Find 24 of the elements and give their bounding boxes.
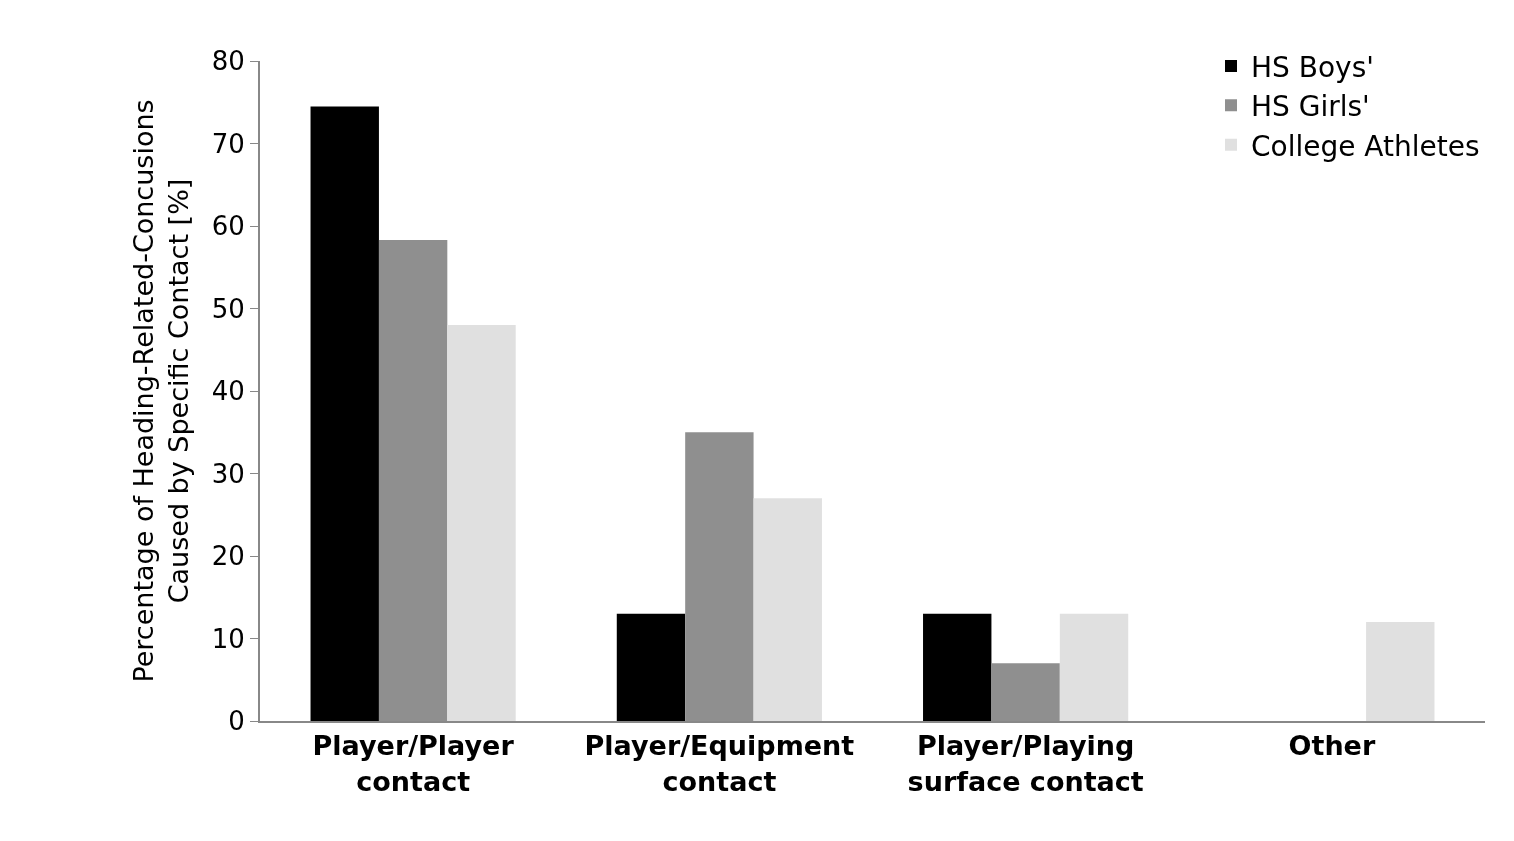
y-tick-label: 60 [211,211,245,242]
bar [447,325,516,721]
y-tick-label: 20 [211,541,245,572]
bar [1059,613,1129,721]
x-tick-label: Other [1288,730,1376,762]
x-tick-label: Player/Playing surface contact [907,730,1144,797]
bar [310,106,379,721]
legend-label: HS Boys' [1251,50,1374,84]
bar [923,613,992,721]
y-tick-label: 10 [211,623,245,654]
x-tick-label: Player/Equipment contact [584,730,855,797]
y-axis-title: Percentage of Heading-Related-Concusions Caused by Specific Contact [%] [128,99,195,683]
y-tick-label: 80 [211,46,245,77]
bar [1366,622,1435,721]
x-tick-label: Player/Player contact [312,730,515,797]
y-tick-label: 40 [211,376,245,407]
y-tick-label: 70 [211,128,245,159]
legend-label: College Athletes [1251,129,1480,163]
y-tick-label: 50 [211,293,245,324]
bar [753,498,822,721]
y-tick-label: 0 [228,706,245,737]
bar [616,613,686,721]
y-tick-label: 30 [211,458,245,489]
legend-label: HS Girls' [1251,90,1370,124]
